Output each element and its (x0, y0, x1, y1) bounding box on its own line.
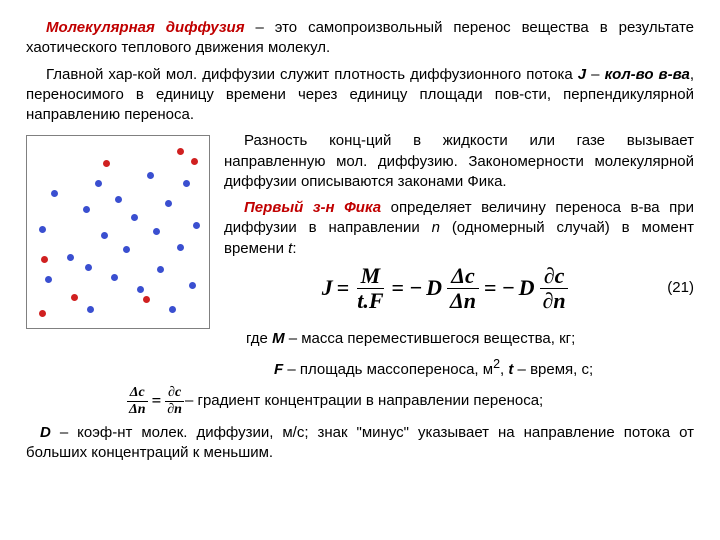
particle-red (41, 256, 48, 263)
sup-2: 2 (493, 357, 500, 371)
symbol-D: D (40, 424, 51, 441)
particle-blue (51, 190, 58, 197)
particle-blue (131, 214, 138, 221)
particle-red (191, 158, 198, 165)
where-line-F: F – площадь массопереноса, м2, t – время… (274, 356, 694, 380)
particle-blue (111, 274, 118, 281)
paragraph-characteristic: Главной хар-кой мол. диффузии служит пло… (26, 65, 694, 126)
figure-text-row: Разность конц-ций в жидкости или газе вы… (26, 131, 694, 329)
symbol-n: n (432, 219, 440, 236)
particle-blue (83, 206, 90, 213)
particle-blue (85, 264, 92, 271)
bold-term: кол-во в-ва (605, 66, 690, 83)
where-line-M: где M – масса переместившегося вещества,… (246, 329, 694, 349)
text: – коэф-нт молек. диффузии, м/с; знак "ми… (26, 424, 694, 461)
particle-blue (147, 172, 154, 179)
paragraph-fick: Первый з-н Фика определяет величину пере… (224, 198, 694, 259)
particle-blue (67, 254, 74, 261)
text: – масса переместившегося вещества, кг; (285, 330, 576, 347)
particle-blue (189, 282, 196, 289)
particle-blue (157, 266, 164, 273)
paragraph-D: D – коэф-нт молек. диффузии, м/с; знак "… (26, 423, 694, 464)
particle-blue (183, 180, 190, 187)
gradient-line: ΔcΔn = ∂c∂n – градиент концентрации в на… (126, 386, 694, 417)
particle-blue (165, 200, 172, 207)
particle-blue (137, 286, 144, 293)
equation-21: J= Mt.F = −D ΔcΔn = −D ∂c∂n (322, 265, 570, 312)
text: – площадь массопереноса, м (283, 361, 493, 378)
symbol-M: M (272, 330, 285, 347)
particle-blue (177, 244, 184, 251)
text: где (246, 330, 272, 347)
gradient-equation: ΔcΔn = ∂c∂n (126, 386, 185, 417)
particle-red (103, 160, 110, 167)
particle-blue (123, 246, 130, 253)
text: – время, с; (513, 361, 593, 378)
symbol-F: F (274, 361, 283, 378)
particle-red (143, 296, 150, 303)
particle-blue (193, 222, 200, 229)
equation-number: (21) (667, 278, 694, 298)
text: Главной хар-кой мол. диффузии служит пло… (46, 66, 578, 83)
right-column: Разность конц-ций в жидкости или газе вы… (224, 131, 694, 329)
particle-red (71, 294, 78, 301)
particle-blue (153, 228, 160, 235)
text: : (292, 240, 296, 257)
symbol-J: J (578, 66, 586, 83)
particle-blue (95, 180, 102, 187)
particle-blue (169, 306, 176, 313)
title-molecular-diffusion: Молекулярная диффузия (46, 19, 245, 36)
particle-blue (115, 196, 122, 203)
particle-blue (45, 276, 52, 283)
paragraph-concentration: Разность конц-ций в жидкости или газе вы… (224, 131, 694, 192)
equation-row: J= Mt.F = −D ΔcΔn = −D ∂c∂n (21) (224, 265, 694, 312)
paragraph-intro: Молекулярная диффузия – это самопроизвол… (26, 18, 694, 59)
text: – (586, 66, 604, 83)
particle-red (39, 310, 46, 317)
diffusion-figure (26, 135, 210, 329)
particle-blue (101, 232, 108, 239)
gradient-text: – градиент концентрации в направлении пе… (185, 391, 543, 411)
particle-blue (87, 306, 94, 313)
particle-red (177, 148, 184, 155)
particle-blue (39, 226, 46, 233)
title-fick-law: Первый з-н Фика (244, 199, 381, 216)
